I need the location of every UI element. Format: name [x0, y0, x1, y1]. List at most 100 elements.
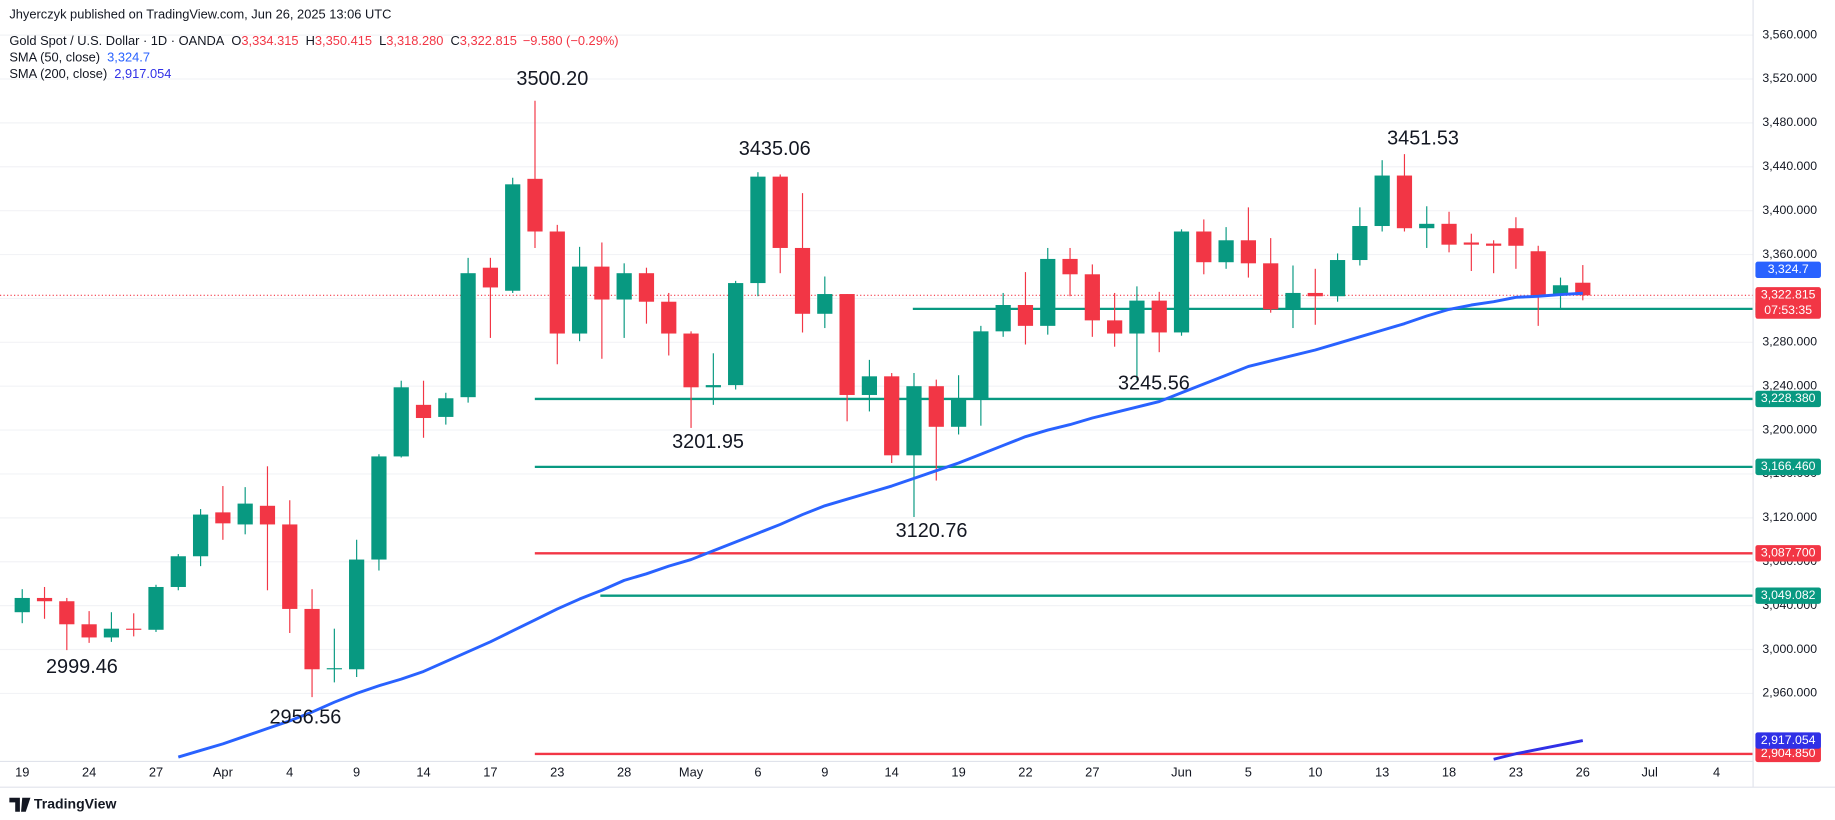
- candle-body: [1552, 285, 1569, 296]
- symbol: Gold Spot / U.S. Dollar · 1D · OANDA: [9, 34, 224, 49]
- ohlc-value: 3,318.280: [386, 34, 443, 49]
- candle-body: [237, 503, 253, 525]
- sma-line: [1493, 739, 1584, 761]
- legend-entry: SMA (50, close) 3,324.7: [9, 50, 150, 65]
- candle-body: [1173, 231, 1190, 333]
- candle-body: [928, 386, 944, 427]
- candle-body: [549, 231, 565, 334]
- candle-body: [126, 628, 142, 630]
- x-tick-label: 27: [149, 765, 163, 780]
- candle-body: [884, 376, 900, 456]
- candle-body: [1530, 251, 1546, 296]
- candle-body: [326, 668, 342, 670]
- byline: Jhyerczyk published on TradingView.com, …: [9, 7, 391, 22]
- candle-body: [14, 597, 30, 613]
- price-labels: 3,310.4803,228.3803,166.4603,087.7003,04…: [1755, 261, 1821, 763]
- candle-body: [728, 283, 744, 386]
- x-tick-label: 26: [1576, 765, 1590, 780]
- candle-body: [1486, 243, 1502, 246]
- price-annotation: 2956.56: [270, 706, 342, 728]
- x-tick-label: 27: [1085, 765, 1099, 780]
- price-annotation: 3435.06: [739, 138, 811, 160]
- candle-body: [1329, 260, 1346, 297]
- x-tick-label: 18: [1442, 765, 1456, 780]
- candle-body: [36, 597, 53, 602]
- sma-label: 2,917.054: [1761, 733, 1816, 747]
- x-tick-label: 14: [416, 765, 430, 780]
- y-tick-label: 3,480.000: [1762, 115, 1817, 129]
- legend-name: SMA (200, close): [9, 66, 107, 81]
- y-tick-label: 3,440.000: [1762, 159, 1817, 173]
- ohlc-key: L: [379, 34, 386, 49]
- legend-value: 2,917.054: [114, 66, 171, 81]
- candle-body: [393, 387, 409, 457]
- price-annotation: 3245.56: [1118, 372, 1190, 394]
- candle-body: [1129, 300, 1145, 334]
- candle-body: [304, 608, 320, 670]
- candle-body: [1508, 228, 1524, 246]
- candle-body: [861, 376, 878, 395]
- legend-name: SMA (50, close): [9, 50, 100, 65]
- candle-body: [1419, 223, 1435, 229]
- candle-body: [170, 556, 186, 587]
- ohlc-key: O: [231, 34, 241, 49]
- x-tick-label: 23: [550, 765, 564, 780]
- candle-body: [1084, 274, 1100, 321]
- ohlc-key: H: [306, 34, 315, 49]
- sma-label: 3,324.7: [1768, 262, 1809, 276]
- candle-body: [839, 294, 855, 395]
- candle-body: [705, 385, 721, 388]
- candle-body: [794, 247, 811, 314]
- x-tick-label: Jul: [1641, 765, 1657, 780]
- candle-body: [1062, 258, 1078, 275]
- candle-body: [59, 601, 75, 625]
- candle-body: [1263, 263, 1279, 310]
- x-tick-label: Jun: [1171, 765, 1192, 780]
- sma-label-box: [1755, 732, 1821, 749]
- candle-body: [148, 586, 164, 630]
- brand: TradingView: [34, 795, 117, 811]
- x-tick-label: Apr: [213, 765, 234, 780]
- ohlc-value: 3,334.315: [241, 34, 298, 49]
- x-tick-label: 5: [1245, 765, 1252, 780]
- candle-body: [594, 266, 610, 300]
- candle-body: [505, 184, 521, 291]
- x-tick-label: 6: [754, 765, 761, 780]
- level-label: 3,087.700: [1761, 546, 1816, 560]
- ohlc-value: 3,322.815: [460, 34, 517, 49]
- candle-body: [1441, 223, 1457, 245]
- candle-body: [1040, 258, 1056, 326]
- candle-body: [349, 559, 365, 670]
- x-tick-label: 17: [483, 765, 497, 780]
- candle-body: [192, 514, 209, 557]
- x-tick-label: 13: [1375, 765, 1389, 780]
- x-tick-label: 22: [1018, 765, 1032, 780]
- candle-body: [371, 456, 387, 560]
- candle-body: [1352, 226, 1368, 261]
- candle-body: [527, 178, 543, 232]
- candle-body: [1374, 175, 1390, 227]
- level-label-box: [1755, 545, 1821, 562]
- x-tick-label: May: [679, 765, 704, 780]
- plot-area: [0, 100, 1754, 761]
- x-tick-label: 23: [1509, 765, 1523, 780]
- x-tick-label: 9: [821, 765, 828, 780]
- sma-label-box: [1755, 261, 1821, 279]
- candle-body: [1285, 292, 1301, 310]
- x-tick-label: 14: [885, 765, 899, 780]
- candle-body: [1240, 240, 1257, 264]
- level-label-box: [1755, 390, 1821, 408]
- y-tick-label: 3,360.000: [1762, 247, 1817, 261]
- candle-body: [415, 404, 432, 419]
- legend-value: 3,324.7: [107, 50, 150, 65]
- level-label-box: [1755, 587, 1821, 604]
- price-annotation: 3500.20: [516, 68, 588, 90]
- price-annotation: 3201.95: [672, 431, 744, 453]
- legend-entry: SMA (200, close) 2,917.054: [9, 66, 171, 81]
- level-label-box: [1755, 458, 1821, 476]
- candle-body: [1396, 175, 1413, 229]
- candle-body: [638, 273, 655, 302]
- x-tick-label: 19: [951, 765, 965, 780]
- candle-body: [482, 267, 499, 288]
